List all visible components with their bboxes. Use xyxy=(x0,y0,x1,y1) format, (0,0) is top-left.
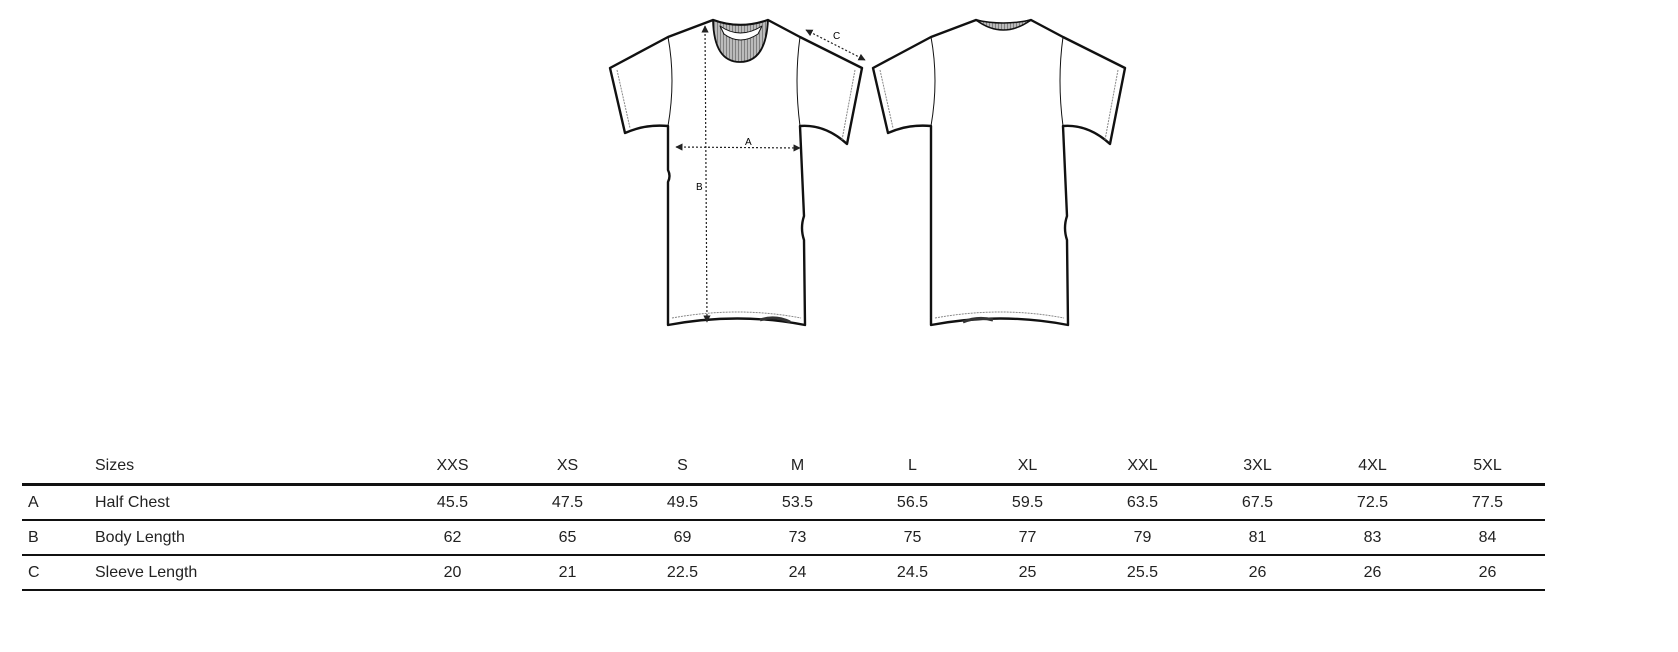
tshirt-diagram: A B C xyxy=(608,18,1127,327)
size-header: M xyxy=(790,456,805,474)
label-c: C xyxy=(833,31,840,42)
table-cell: 72.5 xyxy=(1356,493,1389,511)
row-key: A xyxy=(28,493,39,511)
size-header: L xyxy=(908,456,917,474)
label-b: B xyxy=(696,182,703,193)
label-a: A xyxy=(745,137,752,148)
table-cell: 45.5 xyxy=(436,493,469,511)
table-cell: 24.5 xyxy=(896,563,929,581)
size-header: 5XL xyxy=(1473,456,1502,474)
table-cell: 21 xyxy=(558,563,577,581)
table-row: B Body Length 62 65 69 73 75 77 79 81 83 84 xyxy=(22,520,1545,555)
table-cell: 24 xyxy=(788,563,807,581)
table-cell: 62 xyxy=(443,528,462,546)
table-cell: 83 xyxy=(1363,528,1382,546)
table-row: C Sleeve Length 20 21 22.5 24 24.5 25 25.5 26 26 26 xyxy=(22,555,1545,590)
table-cell: 47.5 xyxy=(551,493,584,511)
front-shirt xyxy=(608,18,866,327)
table-cell: 26 xyxy=(1478,563,1497,581)
size-header: XS xyxy=(556,456,579,474)
table-cell: 67.5 xyxy=(1241,493,1274,511)
table-cell: 73 xyxy=(788,528,807,546)
table-cell: 84 xyxy=(1478,528,1497,546)
table-cell: 49.5 xyxy=(666,493,699,511)
size-header: XL xyxy=(1017,456,1038,474)
table-cell: 53.5 xyxy=(781,493,814,511)
table-cell: 65 xyxy=(558,528,577,546)
row-label: Sleeve Length xyxy=(95,563,198,581)
table-cell: 26 xyxy=(1363,563,1382,581)
size-header: 3XL xyxy=(1243,456,1272,474)
size-header: 4XL xyxy=(1358,456,1387,474)
row-key: C xyxy=(28,563,40,581)
table-cell: 56.5 xyxy=(896,493,929,511)
table-cell: 75 xyxy=(903,528,922,546)
table-cell: 20 xyxy=(443,563,462,581)
table-cell: 59.5 xyxy=(1011,493,1044,511)
sizes-header: Sizes xyxy=(95,456,135,474)
row-label: Body Length xyxy=(95,528,185,546)
row-label: Half Chest xyxy=(95,493,170,511)
size-header: XXS xyxy=(436,456,469,474)
table-cell: 81 xyxy=(1248,528,1267,546)
size-header: S xyxy=(677,456,688,474)
table-header-row: Sizes XXS XS S M L XL XXL 3XL 4XL 5XL xyxy=(22,448,1545,485)
row-key: B xyxy=(28,528,39,546)
table-cell: 25 xyxy=(1018,563,1037,581)
table-cell: 63.5 xyxy=(1126,493,1159,511)
table-cell: 77.5 xyxy=(1471,493,1504,511)
table-cell: 26 xyxy=(1248,563,1267,581)
table-cell: 22.5 xyxy=(666,563,699,581)
size-header: XXL xyxy=(1127,456,1158,474)
back-shirt xyxy=(871,18,1127,327)
table-cell: 79 xyxy=(1133,528,1152,546)
size-table: Sizes XXS XS S M L XL XXL 3XL 4XL 5XL A H… xyxy=(22,448,1545,591)
table-cell: 69 xyxy=(673,528,692,546)
table-cell: 25.5 xyxy=(1126,563,1159,581)
table-row: A Half Chest 45.5 47.5 49.5 53.5 56.5 59.5 63.5 6… xyxy=(22,485,1545,520)
table-cell: 77 xyxy=(1018,528,1037,546)
